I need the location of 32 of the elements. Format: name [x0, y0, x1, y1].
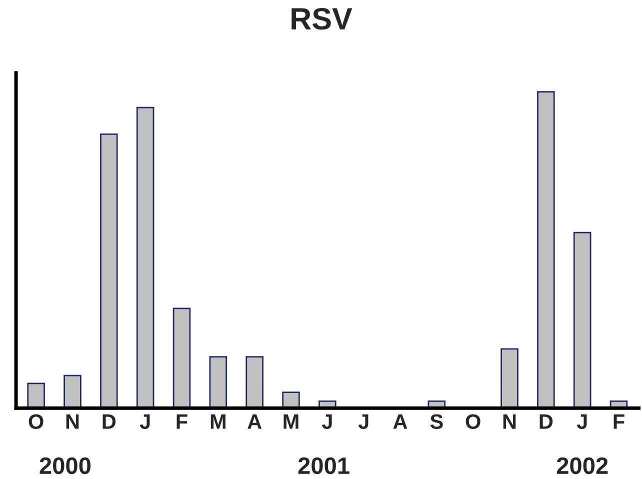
chart-title: RSV	[292, 8, 352, 30]
x-tick-label: F	[176, 414, 188, 429]
x-tick-label: N	[66, 414, 79, 429]
text: 2002	[556, 457, 608, 474]
bar	[172, 308, 191, 408]
bar	[100, 133, 118, 408]
x-tick-label: D	[102, 414, 116, 429]
bar	[537, 91, 555, 408]
bar	[136, 106, 154, 408]
x-tick-label: O	[28, 414, 44, 429]
x-tick-label: D	[540, 414, 553, 429]
bar	[282, 392, 300, 408]
bar	[246, 356, 264, 408]
x-tick-label: J	[322, 414, 332, 429]
bar	[500, 348, 518, 408]
text: 2000	[40, 457, 91, 474]
x-tick-label: J	[576, 414, 587, 429]
x-tick-label: F	[614, 414, 624, 429]
x-tick-label: M	[284, 414, 298, 429]
bar	[27, 382, 45, 408]
x-tick-label: N	[503, 414, 516, 429]
x-tick-label: A	[248, 414, 262, 429]
bar	[209, 356, 228, 408]
x-tick-label: A	[393, 414, 408, 429]
text: 2001	[298, 457, 350, 474]
x-tick-label: J	[140, 414, 150, 429]
x-tick-label: J	[358, 414, 368, 429]
x-tick-label: O	[466, 414, 480, 429]
bar	[64, 374, 82, 408]
bar	[573, 232, 592, 408]
x-tick-label: S	[430, 414, 443, 429]
x-tick-label: M	[210, 414, 226, 429]
